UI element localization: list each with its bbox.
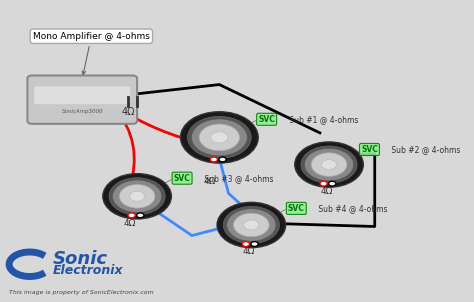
Text: 4Ω: 4Ω <box>320 187 333 196</box>
Circle shape <box>119 185 155 208</box>
Circle shape <box>217 202 286 248</box>
Text: Sub #1 @ 4-ohms: Sub #1 @ 4-ohms <box>287 115 358 124</box>
Circle shape <box>219 157 226 162</box>
Text: 4Ω: 4Ω <box>243 247 255 256</box>
Text: Sub #4 @ 4-ohms: Sub #4 @ 4-ohms <box>316 204 388 213</box>
Text: SonicAmp3000: SonicAmp3000 <box>62 109 103 114</box>
FancyBboxPatch shape <box>34 86 130 104</box>
Circle shape <box>244 220 259 230</box>
Circle shape <box>242 242 249 246</box>
Text: This image is property of SonicElectronix.com: This image is property of SonicElectroni… <box>9 291 154 295</box>
Circle shape <box>321 159 337 170</box>
Text: 4Ω: 4Ω <box>124 219 137 228</box>
Circle shape <box>320 181 327 186</box>
Circle shape <box>188 116 251 159</box>
Circle shape <box>128 213 135 218</box>
Text: SVC: SVC <box>258 115 275 124</box>
Circle shape <box>181 112 258 163</box>
Circle shape <box>103 174 172 219</box>
Circle shape <box>210 157 218 162</box>
Circle shape <box>191 119 247 156</box>
Circle shape <box>251 242 258 246</box>
Circle shape <box>301 146 357 183</box>
Circle shape <box>223 207 280 243</box>
Text: Mono Amplifier @ 4-ohms: Mono Amplifier @ 4-ohms <box>33 32 150 75</box>
Text: Sonic: Sonic <box>53 250 108 268</box>
Circle shape <box>234 213 269 237</box>
Circle shape <box>112 180 162 213</box>
Circle shape <box>227 209 276 241</box>
Circle shape <box>137 213 144 218</box>
Circle shape <box>295 142 363 187</box>
Text: 4Ω: 4Ω <box>204 177 217 186</box>
Text: SVC: SVC <box>361 145 378 154</box>
Circle shape <box>311 153 347 176</box>
Text: 4Ω: 4Ω <box>121 107 135 117</box>
Circle shape <box>304 148 354 181</box>
Text: SVC: SVC <box>288 204 305 213</box>
Text: Electronix: Electronix <box>53 264 123 278</box>
Circle shape <box>328 181 336 186</box>
Circle shape <box>109 178 165 215</box>
Text: Sub #3 @ 4-ohms: Sub #3 @ 4-ohms <box>202 174 273 183</box>
Circle shape <box>199 124 239 151</box>
Text: Sub #2 @ 4-ohms: Sub #2 @ 4-ohms <box>389 145 461 154</box>
Text: SVC: SVC <box>173 174 191 183</box>
FancyBboxPatch shape <box>27 76 137 124</box>
Circle shape <box>129 191 145 201</box>
Circle shape <box>211 132 228 143</box>
